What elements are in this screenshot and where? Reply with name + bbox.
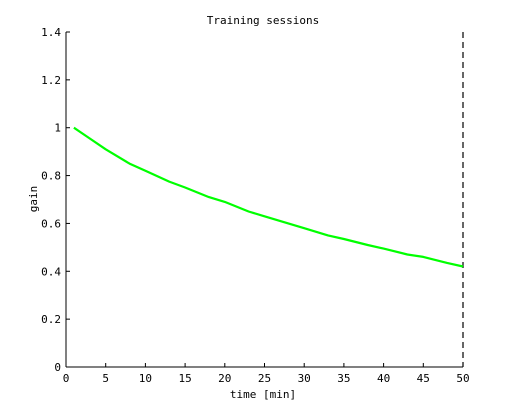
series-layer	[73, 126, 464, 268]
x-tick-label: 20	[218, 372, 231, 385]
plot-frame	[65, 32, 463, 368]
chart-title: Training sessions	[207, 14, 320, 27]
y-axis: 0 0.2 0.4 0.6 0.8 1 1.2 1.4	[41, 26, 70, 374]
x-axis: 0 5 10 15 20 25 30 35 40 45 50	[63, 363, 470, 385]
y-tick-label: 0.8	[41, 170, 61, 183]
x-tick-label: 45	[417, 372, 430, 385]
x-tick-label: 15	[178, 372, 191, 385]
y-tick-label: 0.2	[41, 313, 61, 326]
y-tick-label: 1.4	[41, 26, 61, 39]
x-tick-label: 10	[139, 372, 152, 385]
x-tick-label: 30	[298, 372, 311, 385]
x-tick-label: 35	[337, 372, 350, 385]
y-tick-label: 0.6	[41, 217, 61, 230]
y-tick-label: 0	[54, 361, 61, 374]
x-tick-label: 40	[377, 372, 390, 385]
x-tick-label: 0	[63, 372, 70, 385]
x-tick-label: 5	[102, 372, 109, 385]
y-tick-label: 0.4	[41, 265, 61, 278]
x-axis-label: time [min]	[230, 388, 296, 401]
x-tick-label: 50	[456, 372, 469, 385]
series-line	[73, 126, 464, 268]
x-tick-label: 25	[258, 372, 271, 385]
y-tick-label: 1.2	[41, 74, 61, 87]
y-axis-label: gain	[27, 186, 40, 213]
y-tick-label: 1	[54, 122, 61, 135]
